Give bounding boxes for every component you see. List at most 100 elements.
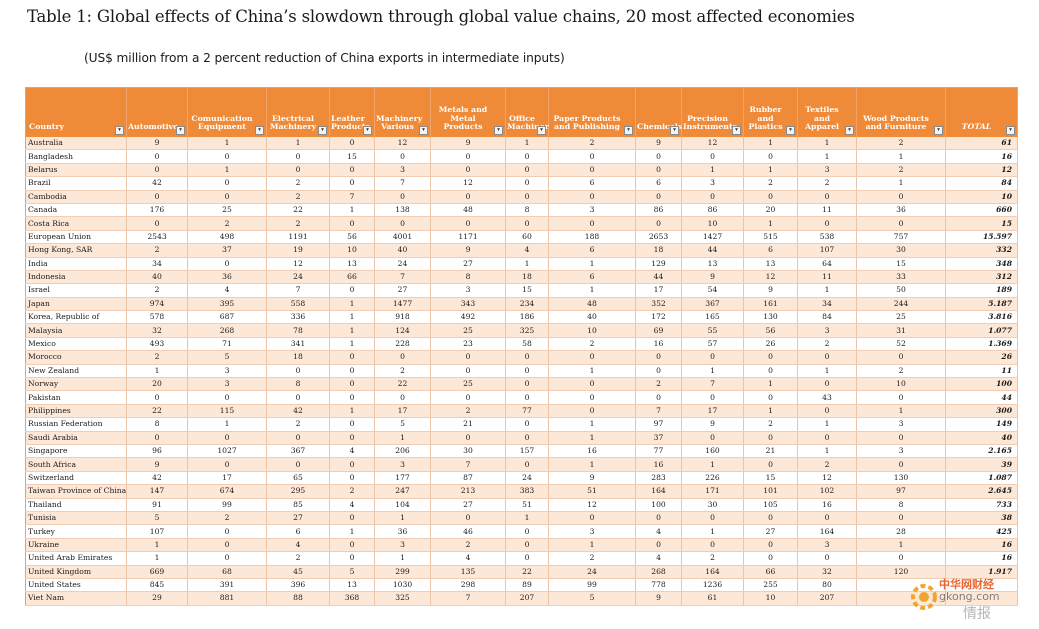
cell-total: 660 xyxy=(945,203,1018,218)
filter-dropdown-icon[interactable]: ▾ xyxy=(494,125,503,135)
cell-precision: 7 xyxy=(681,377,744,392)
cell-textiles: 43 xyxy=(797,390,857,405)
cell-chemicals: 172 xyxy=(635,310,682,325)
cell-total: 1.087 xyxy=(945,471,1018,486)
table-row: Cambodia 0 0 2 7 0 0 0 0 0 0 0 0 0 10 xyxy=(25,190,1018,204)
cell-rubber: 1 xyxy=(743,216,798,231)
cell-total: 16 xyxy=(945,551,1018,566)
cell-metals: 0 xyxy=(430,350,506,365)
cell-paper: 6 xyxy=(548,176,636,191)
cell-total: 11 xyxy=(945,364,1018,379)
cell-total: 1.369 xyxy=(945,337,1018,352)
cell-office: 4 xyxy=(505,243,549,258)
cell-communication: 0 xyxy=(187,190,267,204)
cell-communication: 0 xyxy=(187,524,267,539)
cell-country: Australia xyxy=(25,136,127,151)
filter-dropdown-icon[interactable]: ▾ xyxy=(255,125,264,135)
cell-machinery: 206 xyxy=(374,444,431,459)
table-row: Mexico 493 71 341 1 228 23 58 2 16 57 26 2 52 1.369 xyxy=(25,337,1018,352)
cell-chemicals: 77 xyxy=(635,444,682,459)
cell-paper: 40 xyxy=(548,310,636,325)
cell-paper: 1 xyxy=(548,417,636,432)
cell-metals: 2 xyxy=(430,538,506,553)
cell-precision: 2 xyxy=(681,551,744,566)
cell-paper: 48 xyxy=(548,297,636,312)
column-header-wood: Wood Products and Furniture ▾ xyxy=(856,87,946,137)
filter-dropdown-icon[interactable]: ▾ xyxy=(670,125,679,135)
cell-paper: 188 xyxy=(548,230,636,245)
cell-wood: 0 xyxy=(856,216,946,231)
cell-textiles: 32 xyxy=(797,565,857,579)
cell-leather: 13 xyxy=(329,257,375,271)
cell-communication: 25 xyxy=(187,203,267,218)
cell-country: Korea, Republic of xyxy=(25,310,127,325)
cell-office: 60 xyxy=(505,230,549,245)
cell-precision: 17 xyxy=(681,404,744,419)
filter-dropdown-icon[interactable]: ▾ xyxy=(363,125,372,135)
cell-metals: 25 xyxy=(430,377,506,392)
cell-rubber: 0 xyxy=(743,457,798,472)
cell-country: Indonesia xyxy=(25,270,127,285)
cell-leather: 0 xyxy=(329,431,375,445)
cell-chemicals: 129 xyxy=(635,257,682,271)
column-header-label: Office Machinery xyxy=(507,113,554,131)
cell-office: 186 xyxy=(505,310,549,325)
filter-dropdown-icon[interactable]: ▾ xyxy=(115,125,124,135)
table-title: Table 1: Global effects of China’s slowd… xyxy=(27,7,855,26)
cell-paper: 0 xyxy=(548,149,636,164)
column-header-metals: Metals and Metal Products ▾ xyxy=(430,87,506,137)
table-row: Taiwan Province of China 147 674 295 2 247 213… xyxy=(25,484,1018,499)
table-subtitle: (US$ million from a 2 percent reduction … xyxy=(84,51,565,65)
column-header-paper: Paper Products and Publishing ▾ xyxy=(548,87,636,137)
cell-office: 1 xyxy=(505,136,549,151)
table-row: Tunisia 5 2 27 0 1 0 1 0 0 0 0 0 0 38 xyxy=(25,511,1018,526)
cell-communication: 0 xyxy=(187,176,267,191)
filter-dropdown-icon[interactable]: ▾ xyxy=(537,125,546,135)
cell-communication: 0 xyxy=(187,390,267,405)
cell-country: South Africa xyxy=(25,457,127,472)
cell-office: 325 xyxy=(505,323,549,338)
cell-total: 189 xyxy=(945,283,1018,298)
cell-communication: 0 xyxy=(187,257,267,271)
cell-machinery: 247 xyxy=(374,484,431,499)
cell-wood: 25 xyxy=(856,310,946,325)
filter-dropdown-icon[interactable]: ▾ xyxy=(732,125,741,135)
cell-chemicals: 268 xyxy=(635,565,682,579)
cell-textiles: 107 xyxy=(797,243,857,258)
cell-country: Pakistan xyxy=(25,390,127,405)
cell-leather: 0 xyxy=(329,457,375,472)
column-header-machinery: Machinery Various ▾ xyxy=(374,87,431,137)
cell-textiles: 1 xyxy=(797,444,857,459)
cell-paper: 3 xyxy=(548,203,636,218)
filter-dropdown-icon[interactable]: ▾ xyxy=(176,125,185,135)
cell-chemicals: 9 xyxy=(635,591,682,606)
cell-rubber: 26 xyxy=(743,337,798,352)
cell-machinery: 17 xyxy=(374,404,431,419)
filter-dropdown-icon[interactable]: ▾ xyxy=(786,125,795,135)
column-header-electrical: Electrical Machinery ▾ xyxy=(266,87,330,137)
cell-automotive: 176 xyxy=(126,203,188,218)
cell-communication: 3 xyxy=(187,364,267,379)
cell-paper: 10 xyxy=(548,323,636,338)
filter-dropdown-icon[interactable]: ▾ xyxy=(419,125,428,135)
cell-country: European Union xyxy=(25,230,127,245)
cell-metals: 0 xyxy=(430,190,506,204)
cell-rubber: 12 xyxy=(743,270,798,285)
cell-automotive: 669 xyxy=(126,565,188,579)
filter-dropdown-icon[interactable]: ▾ xyxy=(624,125,633,135)
cell-office: 0 xyxy=(505,216,549,231)
cell-electrical: 6 xyxy=(266,524,330,539)
filter-dropdown-icon[interactable]: ▾ xyxy=(1006,125,1015,135)
cell-electrical: 341 xyxy=(266,337,330,352)
filter-dropdown-icon[interactable]: ▾ xyxy=(934,125,943,135)
table-row: India 34 0 12 13 24 27 1 1 129 13 13 64 15 348 xyxy=(25,257,1018,271)
filter-dropdown-icon[interactable]: ▾ xyxy=(318,125,327,135)
cell-leather: 4 xyxy=(329,444,375,459)
cell-country: Malaysia xyxy=(25,323,127,338)
cell-total: 44 xyxy=(945,390,1018,405)
cell-office: 0 xyxy=(505,176,549,191)
filter-dropdown-icon[interactable]: ▾ xyxy=(845,125,854,135)
cell-communication: 99 xyxy=(187,498,267,512)
cell-paper: 2 xyxy=(548,136,636,151)
cell-office: 8 xyxy=(505,203,549,218)
